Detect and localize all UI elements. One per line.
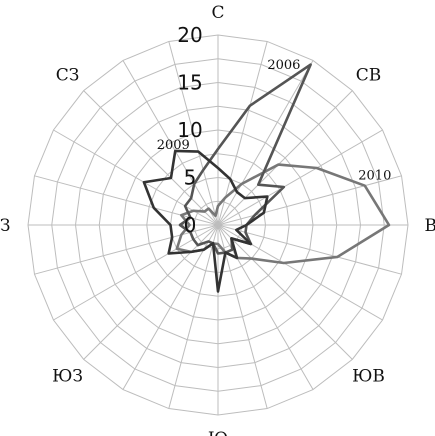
direction-label: ЮВ bbox=[352, 366, 385, 386]
grid-spoke bbox=[217, 224, 383, 321]
grid-spoke bbox=[53, 224, 219, 321]
grid-layer bbox=[27, 34, 409, 416]
tick-label: 0 bbox=[184, 213, 197, 237]
grid-spoke bbox=[122, 224, 219, 390]
grid-spoke bbox=[217, 129, 383, 226]
grid-spoke bbox=[53, 129, 219, 226]
grid-spoke bbox=[34, 175, 219, 226]
direction-label: СЗ bbox=[56, 66, 80, 86]
direction-label: СВ bbox=[356, 66, 382, 86]
grid-spoke bbox=[217, 41, 268, 226]
series-layer bbox=[142, 63, 391, 293]
direction-label: Ю bbox=[208, 429, 228, 436]
direction-label: ЮЗ bbox=[52, 366, 83, 386]
grid-spoke bbox=[217, 224, 314, 390]
grid-spoke bbox=[217, 224, 353, 360]
direction-label: В bbox=[425, 216, 435, 236]
series-2009-line bbox=[142, 149, 269, 293]
direction-label: С bbox=[211, 3, 224, 23]
series-2006-line bbox=[178, 63, 312, 255]
grid-spoke bbox=[83, 224, 219, 360]
grid-spoke bbox=[217, 60, 314, 226]
grid-spoke bbox=[168, 41, 219, 226]
series-2006-label: 2006 bbox=[267, 58, 300, 73]
tick-label: 10 bbox=[177, 118, 202, 142]
tick-label: 20 bbox=[177, 23, 202, 47]
grid-spoke bbox=[217, 175, 402, 226]
grid-spoke bbox=[83, 90, 219, 226]
grid-spoke bbox=[122, 60, 219, 226]
grid-spoke bbox=[217, 90, 353, 226]
tick-labels: 0 5 10 15 20 bbox=[177, 23, 202, 237]
direction-labels: С СВ В ЮВ Ю ЮЗ З СЗ bbox=[0, 3, 435, 436]
grid-spoke bbox=[217, 224, 268, 409]
series-2009-label: 2009 bbox=[157, 138, 190, 153]
grid-spoke bbox=[217, 224, 402, 275]
grid-spoke bbox=[34, 224, 219, 275]
tick-label: 15 bbox=[177, 71, 202, 95]
direction-label: З bbox=[0, 216, 10, 236]
series-labels: 2010 2006 2009 bbox=[157, 58, 392, 184]
tick-label: 5 bbox=[184, 166, 197, 190]
grid-spoke bbox=[168, 224, 219, 409]
series-2010-line bbox=[175, 163, 391, 265]
series-2010-label: 2010 bbox=[358, 169, 391, 184]
